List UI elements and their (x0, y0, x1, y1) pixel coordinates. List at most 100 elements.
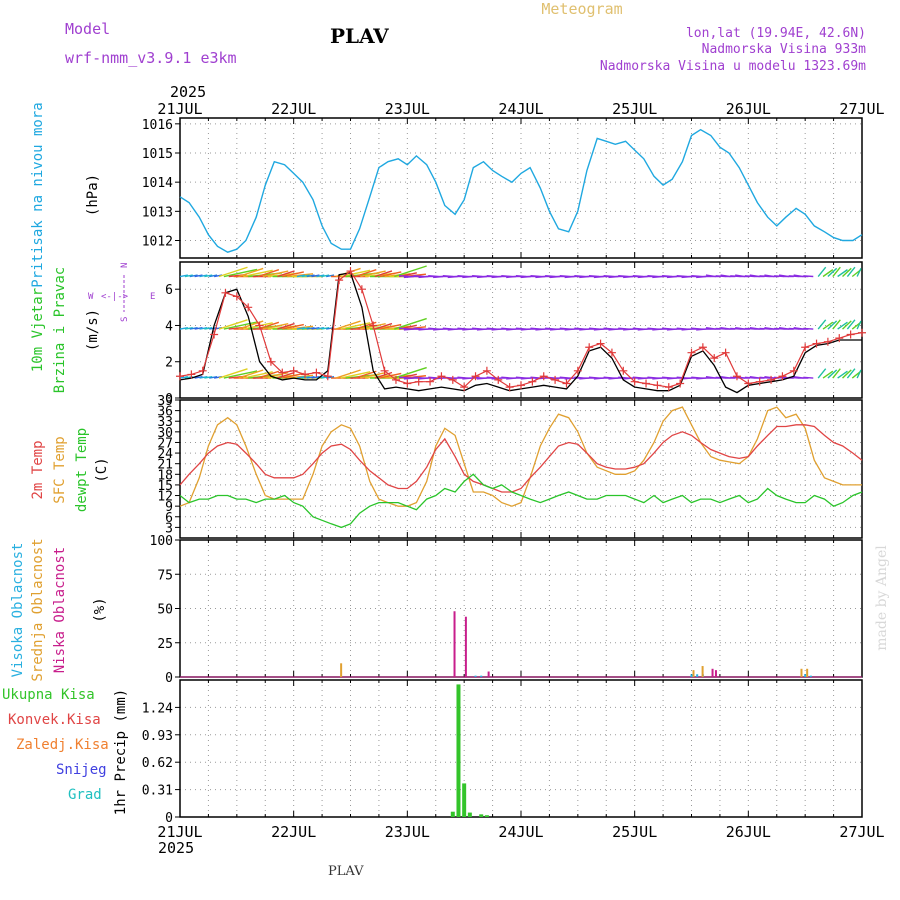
wind-arrow (832, 319, 841, 330)
wind-arrow (759, 275, 770, 278)
year-label-top: 2025 (170, 83, 206, 101)
y-tick-label: 6 (165, 283, 173, 298)
wind-arrow (379, 323, 402, 330)
wind-arrow (837, 321, 848, 330)
wind-arrow (574, 327, 585, 330)
compass-south: S (120, 317, 130, 322)
wind-arrow (632, 376, 643, 379)
wind-arrow (243, 269, 273, 278)
precip-bar (484, 815, 489, 817)
wind-arrow (774, 327, 785, 330)
wind-arrow (515, 327, 526, 330)
wind-arrow (803, 327, 814, 330)
date-label-top: 22JUL (271, 100, 316, 118)
wind-arrow (588, 376, 600, 379)
y-tick-label: 30 (157, 426, 173, 441)
wind-arrow (632, 274, 643, 278)
wind-arrow (209, 375, 218, 379)
wind-arrow (204, 327, 213, 330)
wind-arrow (837, 370, 848, 379)
wind-axis-unit: (m/s) (85, 309, 101, 351)
wind-panel: 0 2 4 6 (165, 261, 866, 407)
wind-arrow (374, 270, 393, 278)
pressure-line (179, 128, 863, 253)
wind-arrow (301, 375, 310, 379)
wind-arrow (209, 274, 218, 278)
date-label-top: 21JUL (157, 100, 202, 118)
wind-speed-marker (266, 357, 275, 366)
pressure-axis-unit: (hPa) (85, 174, 101, 216)
wind-arrow (486, 327, 497, 330)
wind-speed-marker (846, 330, 855, 339)
wind-arrow (199, 375, 208, 379)
wind-arrow (282, 271, 304, 278)
wind-speed-marker (176, 372, 184, 381)
wind-speed-marker (801, 343, 810, 352)
wind-arrow (827, 369, 838, 379)
y-tick-label: 6 (165, 511, 173, 526)
wind-arrow (515, 274, 526, 278)
wind-arrow (846, 319, 856, 330)
wind-arrow (676, 274, 687, 278)
wind-arrow (647, 376, 658, 379)
wind-arrow (842, 320, 852, 330)
y-tick-label: 0 (165, 671, 173, 686)
wind-arrow (311, 327, 320, 330)
wind-arrow (817, 368, 827, 379)
wind-arrow (457, 376, 468, 379)
panel-frame (179, 117, 863, 259)
wind-arrow (223, 370, 258, 379)
wind-arrow (311, 375, 320, 379)
wind-arrow (837, 269, 848, 278)
compass-horizontal: <-|-> (101, 292, 129, 302)
y-tick-label: 100 (150, 534, 173, 549)
wind-arrow (204, 274, 213, 278)
wind-speed-marker (369, 321, 378, 330)
wind-arrow (360, 270, 386, 278)
wind-arrow (618, 274, 629, 278)
wind-arrow (472, 327, 483, 330)
wind-arrow (204, 375, 213, 379)
y-tick-label: 0.62 (142, 756, 173, 771)
wind-arrow (428, 327, 439, 330)
wind-speed-marker (346, 267, 355, 276)
wind-arrow (846, 266, 856, 277)
wind-arrow (472, 274, 483, 278)
wind-speed-marker (426, 377, 435, 386)
wind-arrow (398, 327, 410, 330)
wind-arrow (730, 376, 741, 379)
wind-arrow (691, 327, 702, 330)
wind-arrow (218, 266, 248, 278)
temp-axis-title-1: 2m Temp (30, 440, 46, 499)
year-label-bottom: 2025 (158, 839, 194, 857)
wind-speed-marker (528, 377, 537, 386)
wind-arrow (744, 327, 755, 330)
model-name: wrf-nmm_v3.9.1 e3km (65, 49, 237, 67)
wind-speed-marker (687, 348, 696, 357)
wind-speed-marker (187, 370, 196, 379)
wind-arrow (199, 274, 208, 278)
wind-speed-marker (573, 366, 582, 375)
cloud-axis-title-3: Niska Oblacnost (52, 547, 68, 673)
wind-arrow (296, 274, 305, 278)
y-tick-label: 36 (157, 405, 173, 420)
wind-arrow (257, 321, 280, 330)
wind-speed-marker (767, 375, 776, 384)
wind-speed-marker (505, 383, 514, 392)
panel-frame (179, 399, 863, 539)
wind-arrow (832, 266, 841, 277)
precip-bar (456, 684, 461, 817)
wind-arrow (282, 323, 304, 330)
wind-speed-marker (323, 372, 332, 381)
y-tick-label: 1012 (142, 235, 173, 250)
wind-arrow (788, 275, 799, 278)
wind-arrow (530, 274, 541, 278)
wind-arrow (277, 371, 295, 379)
compass-legend: W <-|-> E S N (88, 263, 155, 322)
wind-arrow (428, 274, 439, 278)
wind-speed-marker (607, 348, 616, 357)
wind-arrow (788, 327, 799, 330)
wind-speed-marker (357, 285, 366, 294)
y-tick-label: 9 (165, 500, 173, 515)
wind-speed-marker (653, 381, 662, 390)
